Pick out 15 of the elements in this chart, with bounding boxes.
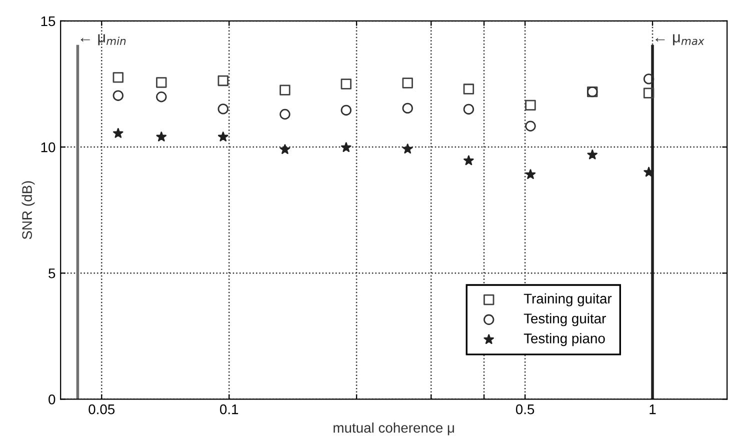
legend-label: Testing piano: [524, 333, 605, 346]
ref-line-label: ← μ$_{min}$: [80, 34, 126, 46]
x-tick-label: 0.05: [88, 404, 115, 414]
x-axis-title: mutual coherence μ: [334, 422, 454, 436]
y-tick-label: 5: [48, 268, 56, 278]
x-tick-label: 0.1: [220, 404, 238, 414]
y-tick-label: 0: [48, 394, 56, 404]
x-tick-label: 0.5: [516, 404, 534, 414]
ref-line-label: ← μ$_{max}$: [656, 34, 704, 46]
legend-label: Training guitar: [524, 293, 612, 306]
y-tick-label: 10: [41, 142, 56, 152]
y-axis-title: SNR (dB): [22, 181, 35, 240]
x-tick-label: 1: [650, 404, 656, 414]
legend-label: Testing guitar: [524, 313, 606, 326]
y-tick-label: 15: [41, 16, 56, 26]
